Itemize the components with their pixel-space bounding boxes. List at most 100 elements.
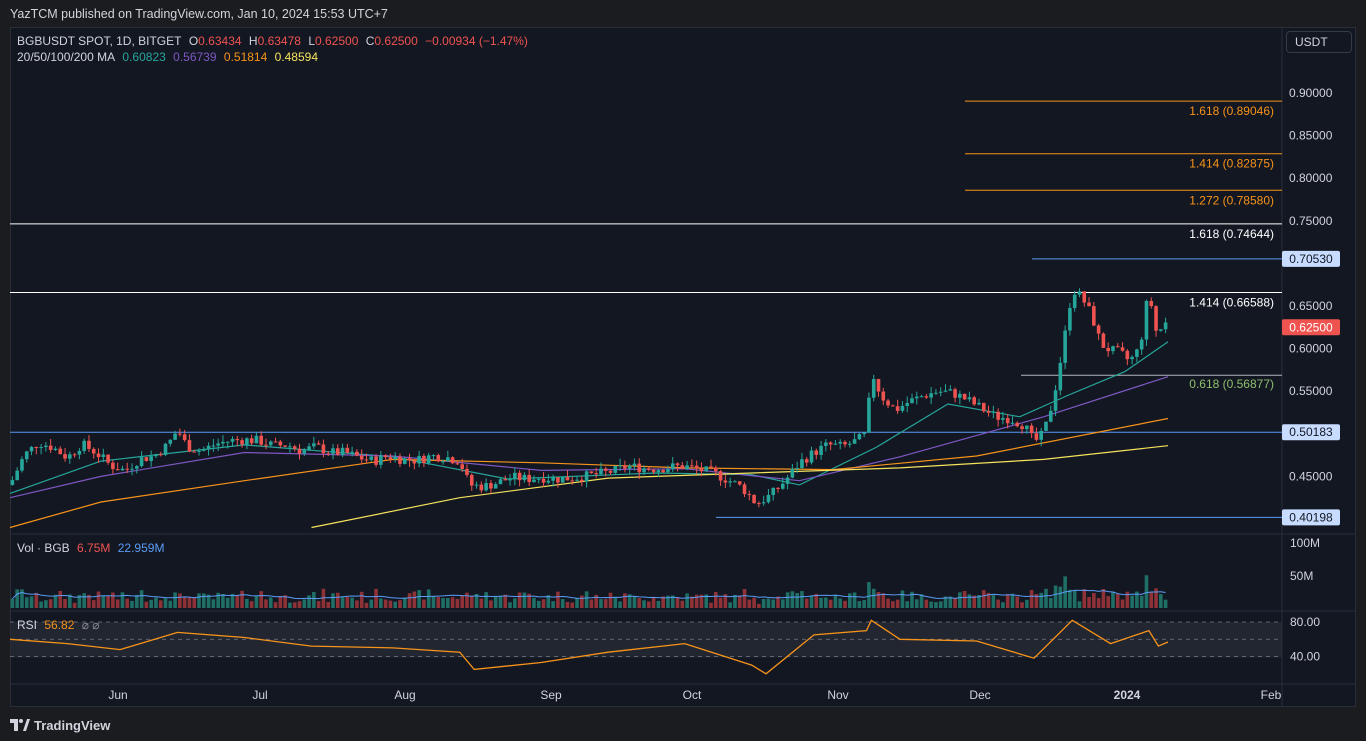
candle-body: [1068, 308, 1072, 331]
candle-body: [637, 463, 642, 473]
volume-bar: [1058, 586, 1063, 608]
volume-bar: [273, 602, 278, 608]
volume-bar: [718, 597, 723, 608]
candle-body: [91, 448, 96, 454]
volume-bar: [728, 602, 732, 608]
candle-body: [828, 442, 833, 445]
candle-body: [82, 440, 86, 451]
candle-body: [1034, 433, 1039, 440]
candle-body: [1058, 362, 1063, 391]
candle-body: [546, 480, 551, 483]
ma50-value: 0.56739: [173, 50, 217, 64]
volume-bar: [139, 590, 144, 608]
rsi-tick-label: 80.00: [1290, 615, 1320, 629]
price-level-tag-label: 0.70530: [1289, 252, 1333, 266]
time-tick-label: Oct: [683, 688, 702, 702]
volume-bar: [575, 598, 579, 608]
candle-body: [288, 446, 292, 448]
volume-bar: [742, 589, 747, 608]
candle-body: [972, 397, 977, 405]
candle-body: [101, 454, 106, 458]
volume-bar: [316, 601, 321, 608]
volume-bar: [1154, 588, 1158, 608]
volume-bar: [1096, 598, 1101, 608]
volume-bar: [517, 592, 522, 608]
candle-body: [206, 445, 211, 450]
volume-bar: [766, 598, 771, 608]
candle-body: [355, 451, 359, 456]
candle-body: [398, 456, 402, 464]
candle-body: [891, 405, 895, 407]
volume-bar: [627, 594, 632, 608]
volume-bar: [278, 596, 283, 608]
candle-body: [460, 464, 464, 469]
volume-bar: [1068, 589, 1072, 608]
candle-body: [431, 455, 436, 457]
volume-bar: [48, 599, 53, 608]
volume-bar: [910, 591, 914, 608]
volume-bar: [426, 589, 431, 608]
volume-bar: [560, 599, 565, 608]
candle-body: [340, 447, 345, 455]
fib-extension-label: 1.272 (0.78580): [1189, 193, 1274, 207]
candle-body: [661, 470, 665, 473]
time-tick-label: Jun: [108, 688, 127, 702]
horizontal-line-label: 1.414 (0.66588): [1189, 295, 1274, 309]
volume-bar: [68, 594, 72, 608]
volume-bar: [714, 591, 718, 608]
volume-bar: [1039, 592, 1043, 608]
tradingview-footer[interactable]: TradingView: [10, 714, 110, 736]
volume-bar: [675, 597, 680, 608]
volume-bar: [699, 594, 704, 608]
volume-bar: [450, 597, 455, 608]
volume-bar: [82, 593, 86, 608]
candle-body: [618, 465, 622, 467]
volume-bar: [465, 592, 469, 608]
volume-bar: [422, 599, 426, 608]
volume-bar: [804, 598, 809, 608]
volume-bar: [761, 598, 766, 608]
candle-body: [307, 446, 311, 450]
candle-body: [694, 465, 699, 469]
candle-body: [1005, 418, 1010, 424]
volume-bar: [1001, 602, 1005, 608]
volume-bar: [1130, 595, 1134, 608]
candle-body: [182, 434, 187, 441]
candle-body: [747, 494, 752, 496]
candle-body: [742, 484, 747, 495]
volume-bar: [77, 594, 82, 608]
volume-bar: [900, 590, 905, 608]
candle-body: [723, 480, 728, 483]
volume-bar: [10, 598, 15, 608]
candle-body: [804, 459, 809, 463]
candle-body: [560, 476, 565, 483]
volume-bar: [948, 596, 953, 608]
candle-body: [761, 502, 766, 504]
volume-bar: [206, 594, 211, 608]
candle-body: [268, 441, 273, 446]
eye-icon[interactable]: ⌀ ⌀: [81, 618, 100, 632]
candle-body: [632, 463, 637, 466]
volume-bar: [72, 602, 77, 608]
currency-button[interactable]: USDT: [1286, 31, 1352, 53]
candle-body: [163, 443, 168, 455]
candle-body: [666, 469, 670, 473]
candle-body: [603, 468, 608, 471]
volume-bar: [895, 599, 900, 608]
volume-bar: [211, 599, 216, 608]
volume-bar: [795, 593, 799, 608]
volume-bar: [1015, 596, 1020, 608]
volume-bar: [824, 597, 828, 608]
candle-body: [1044, 421, 1048, 431]
volume-bar: [737, 595, 742, 608]
candle-body: [20, 459, 24, 471]
candle-body: [1020, 426, 1024, 430]
volume-bar: [651, 597, 656, 608]
volume-bar: [379, 598, 383, 608]
volume-bar: [240, 590, 244, 608]
volume-bar: [1163, 599, 1168, 608]
volume-bar: [967, 594, 972, 608]
candle-body: [245, 438, 249, 445]
volume-bar: [680, 600, 685, 608]
